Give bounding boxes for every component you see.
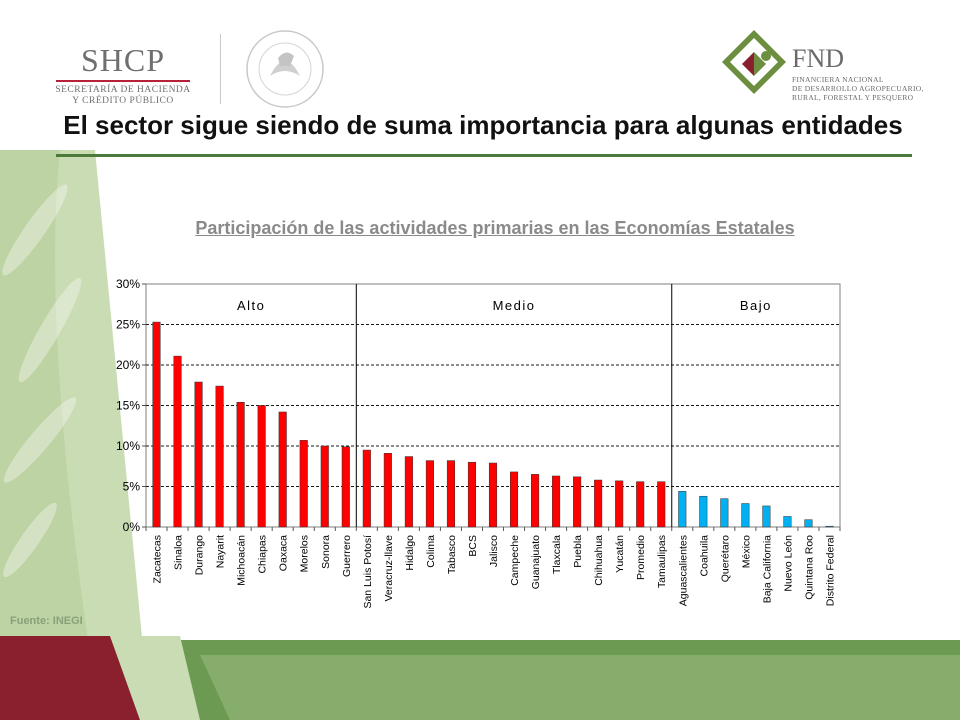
fnd-logo: FND FINANCIERA NACIONAL DE DESARROLLO AG…: [722, 30, 932, 110]
x-tick-label: Chihuahua: [593, 535, 605, 586]
bar: [467, 461, 477, 528]
shcp-red-rule: [56, 80, 190, 82]
bar-chart: 0% 5% 10% 15% 20% 25% 30% Alto Medio Bajo Zacateca…: [116, 277, 841, 609]
shcp-wordmark: SHCP: [80, 42, 166, 78]
x-tick-label: Querétaro: [719, 535, 731, 582]
bar: [404, 456, 413, 528]
bar: [825, 525, 834, 528]
fnd-wordmark: FND: [792, 44, 845, 73]
x-tick-label: Distrito Federal: [824, 535, 836, 606]
shcp-subtitle-1: SECRETARÍA DE HACIENDA: [55, 85, 191, 95]
x-tick-label: Veracruz-llave: [383, 535, 395, 602]
y-tick-label: 20%: [116, 358, 140, 372]
fnd-subtitle-2: DE DESARROLLO AGROPECUARIO,: [792, 84, 924, 93]
bar: [236, 402, 245, 528]
title-rule: [56, 154, 912, 157]
x-tick-label: Michoacán: [236, 535, 248, 586]
x-tick-label: Quintana Roo: [803, 535, 815, 600]
bar: [425, 460, 434, 528]
shcp-logo: SHCP SECRETARÍA DE HACIENDA Y CRÉDITO PÚ…: [48, 44, 198, 107]
bar: [173, 355, 182, 528]
x-tick-label: Oaxaca: [278, 535, 290, 571]
source-note: Fuente: INEGI: [10, 615, 83, 627]
y-tick-label: 30%: [116, 277, 140, 291]
bar: [509, 471, 519, 528]
bar: [804, 519, 813, 528]
x-tick-label: Sonora: [320, 535, 332, 569]
x-tick-label: Campeche: [509, 535, 521, 586]
x-tick-label: Morelos: [299, 535, 311, 572]
bar: [215, 385, 224, 528]
bar: [341, 446, 350, 528]
y-tick-label: 0%: [123, 520, 141, 534]
x-tick-label: Zacatecas: [152, 535, 164, 583]
bar: [278, 411, 287, 528]
fnd-subtitle-1: FINANCIERA NACIONAL: [792, 75, 884, 84]
x-tick-label: Jalisco: [488, 535, 500, 567]
y-tick-label: 5%: [123, 480, 141, 494]
bar: [552, 475, 561, 528]
bar: [594, 479, 603, 528]
bar: [762, 505, 771, 528]
x-tick-label: Chiapas: [257, 535, 269, 574]
fnd-emblem-icon: [722, 30, 786, 94]
bar: [720, 498, 729, 528]
bar: [362, 449, 371, 528]
bar: [194, 381, 203, 528]
x-tick-label: San Luis Potosí: [362, 535, 374, 609]
bar: [678, 491, 687, 528]
bar: [741, 503, 750, 528]
x-tick-label: Colima: [425, 535, 437, 568]
bar: [636, 481, 645, 528]
bar: [615, 480, 624, 528]
bar: [320, 445, 329, 528]
x-tick-label: BCS: [467, 535, 479, 557]
bar: [657, 481, 666, 528]
x-tick-label: Baja California: [761, 535, 773, 603]
x-tick-label: Nuevo León: [782, 535, 794, 592]
fnd-subtitle-3: RURAL, FORESTAL Y PESQUERO: [792, 93, 914, 102]
y-tick-label: 15%: [116, 399, 140, 413]
bar: [573, 476, 582, 528]
x-tick-label: Coahuila: [698, 535, 710, 577]
x-tick-label: Promedio: [635, 535, 647, 580]
bar: [699, 495, 708, 528]
bar: [257, 405, 266, 528]
mexico-seal-icon: [220, 30, 324, 108]
fnd-subtitle: FINANCIERA NACIONAL DE DESARROLLO AGROPE…: [792, 75, 942, 102]
group-label-medio: Medio: [493, 298, 536, 313]
x-tick-label: Tlaxcala: [551, 535, 563, 574]
x-tick-label: Tabasco: [446, 535, 458, 574]
shcp-subtitle-2: Y CRÉDITO PÚBLICO: [72, 96, 174, 106]
x-tick-label: Guerrero: [341, 535, 353, 577]
x-tick-label: Guanajuato: [530, 535, 542, 589]
x-tick-label: Hidalgo: [404, 535, 416, 571]
x-tick-label: Tamaulipas: [656, 535, 668, 588]
group-label-bajo: Bajo: [740, 298, 772, 313]
x-tick-label: Durango: [194, 535, 206, 575]
bar: [383, 453, 392, 528]
y-tick-label: 25%: [116, 318, 140, 332]
bar: [783, 516, 792, 528]
chart-subtitle: Participación de las actividades primari…: [195, 218, 795, 238]
x-tick-label: Puebla: [572, 535, 584, 568]
bar: [488, 462, 498, 528]
bar: [152, 321, 161, 528]
x-tick-label: México: [740, 535, 752, 568]
y-tick-label: 10%: [116, 439, 140, 453]
slide-title: El sector sigue siendo de suma importanc…: [63, 110, 903, 140]
bar: [446, 460, 455, 528]
x-tick-label: Nayarit: [215, 535, 227, 568]
bar: [299, 440, 308, 528]
x-tick-label: Aguascalientes: [677, 535, 689, 606]
group-label-alto: Alto: [237, 298, 265, 313]
bar: [531, 474, 540, 528]
x-tick-label: Yucatán: [614, 535, 626, 573]
x-tick-label: Sinaloa: [173, 535, 185, 570]
